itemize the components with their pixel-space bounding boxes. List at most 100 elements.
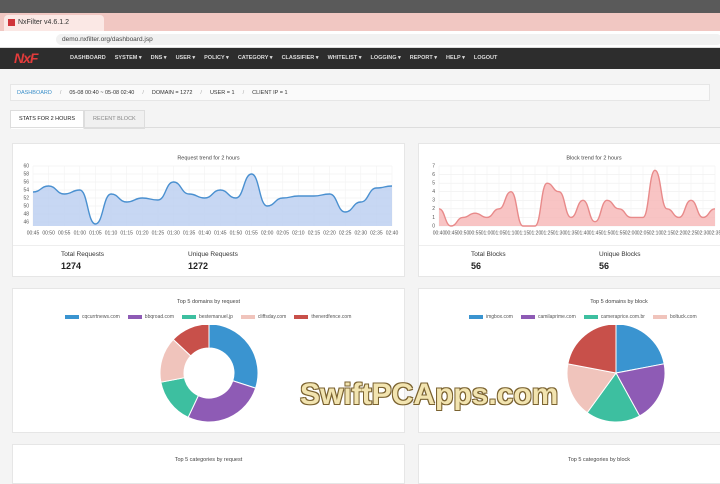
x-tick-label: 01:35 [565, 230, 578, 236]
browser-tab[interactable]: NxFilter v4.6.1.2 [4, 15, 104, 31]
legend-item[interactable]: cliffsday.com [240, 314, 287, 320]
bottom-panel: Top 5 categories by block [418, 444, 720, 484]
x-tick-label: 02:20 [673, 230, 686, 236]
breadcrumb-item: DOMAIN = 1272 [151, 90, 193, 96]
legend-item[interactable]: bbqroad.com [127, 314, 174, 320]
x-tick-label: 02:15 [661, 230, 674, 236]
slice [208, 325, 259, 389]
x-tick-label: 01:55 [613, 230, 626, 236]
nav-item[interactable]: DASHBOARD [70, 55, 106, 61]
legend-label: imgbox.com [486, 314, 513, 320]
tab[interactable]: STATS FOR 2 HOURS [10, 110, 85, 129]
stat-value: 1274 [61, 261, 82, 271]
slice [615, 363, 666, 417]
stat-label: Unique Requests [188, 251, 238, 258]
slice [615, 325, 665, 374]
line [32, 173, 393, 225]
nav-item[interactable]: REPORT ▾ [409, 55, 437, 61]
x-tick-label: 01:05 [89, 230, 102, 236]
legend-item[interactable]: thenerdfence.com [294, 314, 351, 320]
breadcrumb-item[interactable]: DASHBOARD [17, 90, 52, 96]
url[interactable]: demo.nxfilter.org/dashboard.jsp [56, 34, 720, 45]
y-tick-label: 1 [432, 215, 435, 221]
legend-item[interactable]: cameraprice.com.br [583, 314, 645, 320]
x-tick-label: 02:25 [685, 230, 698, 236]
window-frame [0, 0, 720, 13]
line-chart: Block trend for 2 hours 0 1 2 3 4 5 6 7 00:40 00:4… [432, 155, 720, 236]
y-tick-label: 2 [432, 206, 435, 212]
legend-item[interactable]: bestemanuel.jp [181, 314, 233, 320]
legend-swatch [181, 314, 196, 319]
y-tick-label: 56 [23, 179, 29, 185]
separator: / [242, 90, 245, 96]
y-tick-label: 3 [432, 198, 435, 204]
x-tick-label: 02:20 [323, 230, 336, 236]
nav-item[interactable]: CATEGORY ▾ [237, 55, 273, 61]
x-tick-label: 00:40 [433, 230, 446, 236]
nav-item[interactable]: DNS ▾ [150, 55, 167, 61]
legend-swatch [469, 314, 483, 319]
legend-swatch [127, 314, 142, 319]
tab-line [10, 127, 720, 128]
x-tick-label: 01:25 [541, 230, 554, 236]
x-tick-label: 00:50 [457, 230, 470, 236]
legend-label: camilaprime.com [537, 314, 576, 320]
legend-item[interactable]: imgbox.com [469, 314, 513, 320]
legend-label: bestemanuel.jp [198, 314, 233, 320]
legend: imgbox.com camilaprime.com cameraprice.com… [469, 314, 697, 320]
divider [13, 245, 404, 246]
legend-item[interactable]: boltuck.com [652, 314, 697, 320]
x-tick-label: 01:30 [553, 230, 566, 236]
legend-swatch [65, 314, 79, 319]
x-tick-label: 02:30 [355, 230, 368, 236]
x-tick-label: 01:00 [481, 230, 494, 236]
x-tick-label: 02:05 [637, 230, 650, 236]
line [438, 169, 716, 227]
line-chart: Request trend for 2 hours 46 48 50 52 54 56 58 6… [23, 155, 398, 236]
nav-item[interactable]: POLICY ▾ [204, 55, 229, 61]
nav-item[interactable]: USER ▾ [175, 55, 196, 61]
nav-item[interactable]: HELP ▾ [445, 55, 465, 61]
x-tick-label: 02:00 [625, 230, 638, 236]
x-tick-label: 00:45 [27, 230, 40, 236]
x-tick-label: 02:05 [276, 230, 289, 236]
x-tick-label: 01:00 [74, 230, 87, 236]
legend-label: cliffsday.com [257, 314, 287, 320]
breadcrumb: DASHBOARD / 05-08 00:40 ~ 05-08 02:40 / DOMA… [10, 84, 710, 101]
x-tick-label: 01:45 [589, 230, 602, 236]
x-tick-label: 01:30 [167, 230, 180, 236]
y-tick-label: 54 [23, 187, 29, 193]
y-tick-label: 46 [23, 219, 29, 225]
stat-label: Total Blocks [471, 251, 506, 258]
nav-item[interactable]: SYSTEM ▾ [114, 55, 142, 61]
legend-item[interactable]: camilaprime.com [520, 314, 576, 320]
stat-value: 1272 [188, 261, 209, 271]
chart-title: Request trend for 2 hours [177, 155, 240, 161]
x-tick-label: 02:30 [697, 230, 710, 236]
logo[interactable]: NxF [14, 50, 38, 66]
nav-item[interactable]: WHITELIST ▾ [327, 55, 362, 61]
x-tick-label: 02:35 [370, 230, 383, 236]
separator: / [142, 90, 144, 96]
x-tick-label: 01:45 [214, 230, 227, 236]
breadcrumb-item: 05-08 00:40 ~ 05-08 02:40 [69, 90, 135, 96]
tab-bar [0, 13, 720, 31]
legend-swatch [520, 314, 535, 319]
legend-item[interactable]: cqcurrtnews.com [65, 314, 120, 320]
separator: / [59, 90, 62, 96]
stat: Total Requests 1274 [61, 251, 104, 271]
nav-item[interactable]: LOGGING ▾ [370, 55, 401, 61]
x-tick-label: 02:10 [292, 230, 305, 236]
x-tick-label: 01:20 [529, 230, 542, 236]
nav-item[interactable]: LOGOUT [473, 55, 498, 61]
legend: cqcurrtnews.com bbqroad.com bestemanuel.jp… [65, 314, 351, 320]
area [439, 170, 715, 226]
chart-panel: Block trend for 2 hours 0 1 2 3 4 5 6 7 00:40 00:4… [418, 143, 720, 277]
legend-swatch [240, 314, 255, 319]
nav-item[interactable]: CLASSIFIER ▾ [281, 55, 319, 61]
pie-chart [566, 325, 666, 423]
chart-title: Block trend for 2 hours [566, 155, 622, 161]
tab[interactable]: RECENT BLOCK [84, 110, 145, 129]
pie-chart [159, 325, 259, 423]
x-tick-label: 00:55 [469, 230, 482, 236]
